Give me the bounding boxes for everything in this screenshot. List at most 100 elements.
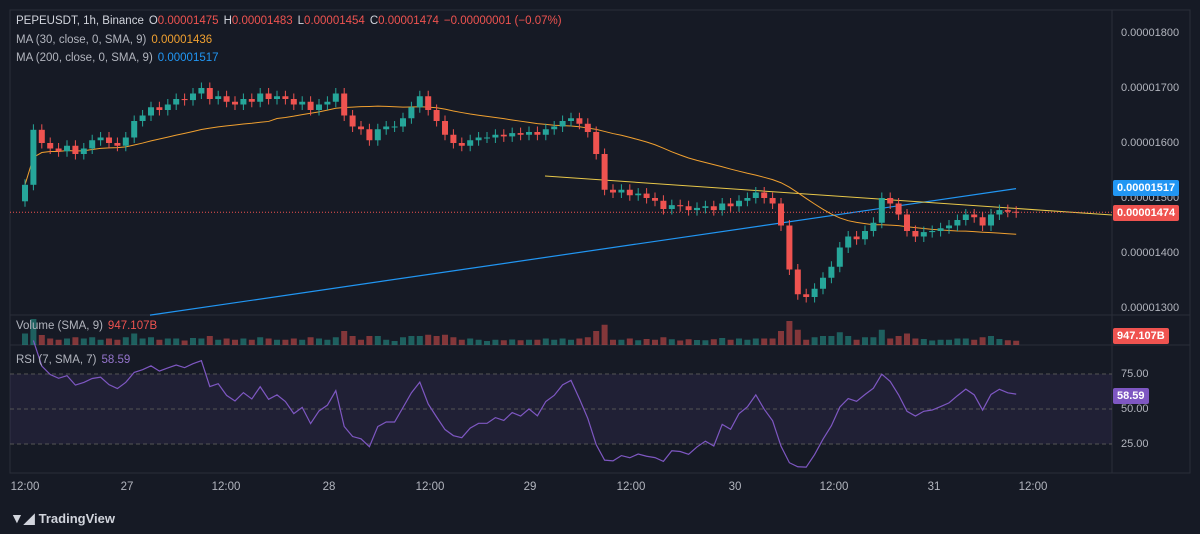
candle-body [912, 231, 919, 237]
candle-body [635, 193, 642, 196]
volume-bar [736, 338, 742, 345]
candle-body [769, 198, 776, 204]
candle-body [341, 93, 348, 116]
candle-body [534, 132, 541, 135]
candle-body [257, 93, 264, 102]
volume-bar [265, 338, 272, 345]
time-tick: 12:00 [819, 481, 849, 493]
volume-bar [467, 338, 474, 345]
volume-bar [862, 337, 868, 345]
volume-bar [794, 329, 801, 345]
candle-body [778, 203, 784, 226]
volume-bar [887, 338, 894, 345]
volume-bar [181, 340, 188, 345]
candle-body [668, 205, 675, 209]
volume-bar [97, 339, 104, 345]
candle-body [794, 269, 801, 295]
candle-body [190, 93, 196, 101]
volume-bar [80, 338, 87, 345]
candle-body [887, 198, 894, 204]
volume-bar [744, 339, 751, 345]
candle-body [232, 101, 238, 105]
volume-bar [206, 336, 213, 345]
price-tick: 0.00001600 [1121, 137, 1180, 149]
candle-body [694, 207, 700, 211]
ma30-value: 0.00001436 [151, 34, 213, 46]
time-tick: 29 [523, 481, 537, 493]
candle-body [316, 104, 322, 110]
candle-body [122, 137, 129, 146]
price-tick: 0.00001300 [1121, 302, 1180, 314]
candle-body [559, 121, 566, 127]
volume-bar [593, 331, 600, 345]
candle-body [416, 96, 423, 108]
candle-body [265, 93, 272, 99]
volume-bar [257, 337, 264, 345]
price-tick: 0.00001700 [1121, 82, 1180, 94]
volume-bar [769, 338, 776, 345]
candle-body [576, 118, 583, 124]
volume-bar [1004, 340, 1011, 345]
volume-bar [341, 331, 348, 345]
volume-legend[interactable]: Volume (SMA, 9) 947.107B [16, 320, 162, 332]
volume-bar [853, 339, 860, 345]
volume-label: Volume (SMA, 9) [16, 320, 103, 332]
volume-bar [106, 338, 112, 345]
volume-bar [962, 338, 969, 345]
candle-body [937, 228, 944, 231]
tradingview-logo[interactable]: ▼◢ TradingView [10, 510, 115, 527]
volume-bar [299, 339, 306, 345]
candle-body [97, 137, 104, 141]
candle-body [862, 231, 868, 240]
volume-bar [626, 338, 633, 345]
volume-bar [232, 339, 238, 345]
candle-body [584, 123, 591, 132]
candle-body [920, 232, 927, 237]
candle-body [988, 214, 994, 226]
candle-body [962, 214, 969, 220]
rsi-legend[interactable]: RSI (7, SMA, 7) 58.59 [16, 354, 135, 366]
candle-body [870, 222, 877, 231]
h-label: H [223, 15, 232, 27]
volume-bar [358, 339, 364, 345]
time-tick: 12:00 [211, 481, 241, 493]
volume-bar [282, 339, 289, 345]
volume-bar [458, 339, 465, 345]
symbol-title[interactable]: PEPEUSDT, 1h, Binance [16, 15, 144, 27]
candle-body [299, 101, 306, 105]
candle-body [332, 93, 339, 102]
ma30-legend[interactable]: MA (30, close, 0, SMA, 9) 0.00001436 [16, 34, 217, 46]
candle-body [458, 143, 465, 146]
candle-body [467, 140, 474, 146]
time-tick: 12:00 [616, 481, 646, 493]
candle-body [106, 137, 112, 143]
volume-bar [383, 339, 390, 345]
ma200-legend[interactable]: MA (200, close, 0, SMA, 9) 0.00001517 [16, 52, 224, 64]
volume-bar [38, 335, 45, 345]
candle-body [1013, 211, 1020, 213]
volume-bar [979, 337, 986, 345]
candle-body [786, 225, 793, 270]
candle-body [509, 133, 516, 137]
rsi-tick: 75.00 [1121, 368, 1149, 380]
volume-bar [215, 339, 222, 345]
volume-bar [484, 341, 490, 345]
candle-body [22, 184, 28, 202]
candle-body [526, 132, 532, 135]
volume-bar [719, 338, 726, 345]
candle-body [240, 99, 247, 105]
volume-bar [500, 340, 507, 345]
candle-body [181, 99, 188, 101]
volume-bar [946, 339, 952, 345]
candle-body [736, 200, 742, 207]
candle-body [408, 107, 415, 119]
candle-body [55, 148, 62, 152]
volume-bar [694, 340, 700, 345]
candle-body [198, 88, 205, 94]
candle-body [324, 101, 331, 105]
volume-bar [702, 340, 709, 345]
volume-bar [601, 324, 608, 345]
candle-body [971, 214, 978, 218]
volume-bar [929, 340, 936, 345]
